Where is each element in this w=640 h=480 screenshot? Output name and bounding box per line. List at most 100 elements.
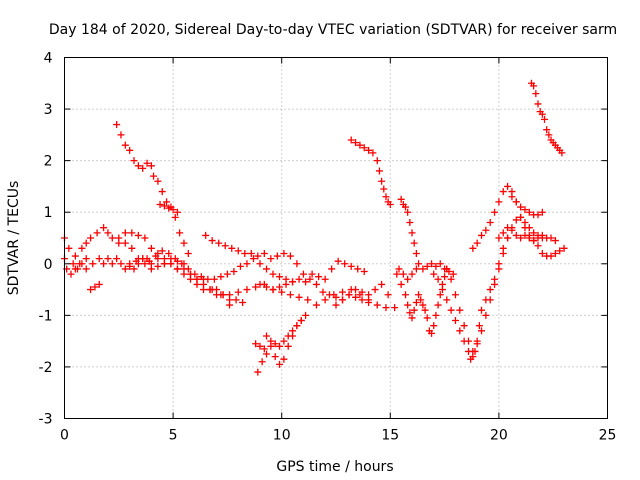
data-point (100, 224, 108, 232)
data-point (243, 260, 251, 268)
data-point (178, 260, 186, 268)
data-point (180, 239, 188, 247)
data-point (486, 219, 494, 227)
data-point (423, 314, 431, 322)
data-point (132, 257, 140, 265)
data-point (369, 149, 377, 157)
data-point (239, 298, 247, 306)
data-point (541, 115, 549, 123)
series-arc-f (115, 229, 390, 312)
data-point (71, 252, 79, 260)
data-point (545, 131, 553, 139)
data-point (347, 262, 355, 270)
data-point (508, 193, 516, 201)
data-point (249, 255, 257, 263)
data-point (365, 291, 373, 299)
data-point (254, 252, 262, 260)
data-point (451, 291, 459, 299)
data-point (130, 265, 138, 273)
series-arc-q (393, 265, 451, 337)
data-point (150, 172, 158, 180)
data-point (397, 195, 405, 203)
data-point (282, 280, 290, 288)
data-point (217, 291, 225, 299)
x-tick-label: 15 (381, 428, 399, 444)
data-point (156, 200, 164, 208)
data-point (332, 301, 340, 309)
data-point (176, 229, 184, 237)
y-tick-label: 2 (44, 154, 53, 170)
data-point (258, 358, 266, 366)
data-point (91, 283, 99, 291)
data-point (299, 270, 307, 278)
data-point (117, 131, 125, 139)
data-point (486, 296, 494, 304)
data-point (378, 177, 386, 185)
data-point (532, 90, 540, 98)
data-point (547, 234, 555, 242)
data-point (286, 291, 294, 299)
data-point (312, 280, 320, 288)
series-arc-o (332, 280, 399, 312)
data-point (286, 252, 294, 260)
data-point (134, 162, 142, 170)
data-point (334, 257, 342, 265)
data-point (126, 146, 134, 154)
data-point (145, 257, 153, 265)
grid-lines (64, 57, 608, 419)
data-point (276, 342, 284, 350)
data-point (512, 216, 520, 224)
data-point (443, 296, 451, 304)
data-point (371, 286, 379, 294)
data-point (163, 198, 171, 206)
data-point (226, 291, 234, 299)
y-tick-label: 1 (44, 205, 53, 221)
data-point (108, 260, 116, 268)
series-arc-g (113, 121, 192, 257)
series-arc-c (87, 280, 103, 294)
data-point (380, 185, 388, 193)
data-point (184, 265, 192, 273)
chart-title: Day 184 of 2020, Sidereal Day-to-day VTE… (49, 22, 617, 38)
data-point (215, 239, 223, 247)
data-point (464, 337, 472, 345)
data-point (158, 188, 166, 196)
data-point (223, 270, 231, 278)
data-point (202, 231, 210, 239)
data-point (269, 270, 277, 278)
data-point (421, 306, 429, 314)
x-tick-label: 0 (60, 428, 69, 444)
data-point (82, 265, 90, 273)
data-point (469, 244, 477, 252)
data-point (534, 100, 542, 108)
data-point (325, 291, 333, 299)
data-point (402, 291, 410, 299)
data-point (352, 293, 360, 301)
data-point (521, 224, 529, 232)
data-point (126, 262, 134, 270)
data-point (273, 252, 281, 260)
data-point (478, 231, 486, 239)
data-point (160, 202, 168, 210)
data-point (321, 296, 329, 304)
data-point (525, 234, 533, 242)
data-point (504, 234, 512, 242)
data-point (280, 337, 288, 345)
data-point (260, 345, 268, 353)
data-point (341, 260, 349, 268)
data-point (121, 141, 129, 149)
data-point (295, 293, 303, 301)
data-point (410, 306, 418, 314)
axis-ticks (64, 57, 608, 419)
data-point (147, 244, 155, 252)
data-point (108, 234, 116, 242)
data-point (254, 368, 262, 376)
data-point (169, 206, 177, 214)
data-point (267, 337, 275, 345)
data-point (436, 260, 444, 268)
data-point (482, 226, 490, 234)
data-point (139, 255, 147, 263)
data-point (551, 237, 559, 245)
data-point (121, 229, 129, 237)
